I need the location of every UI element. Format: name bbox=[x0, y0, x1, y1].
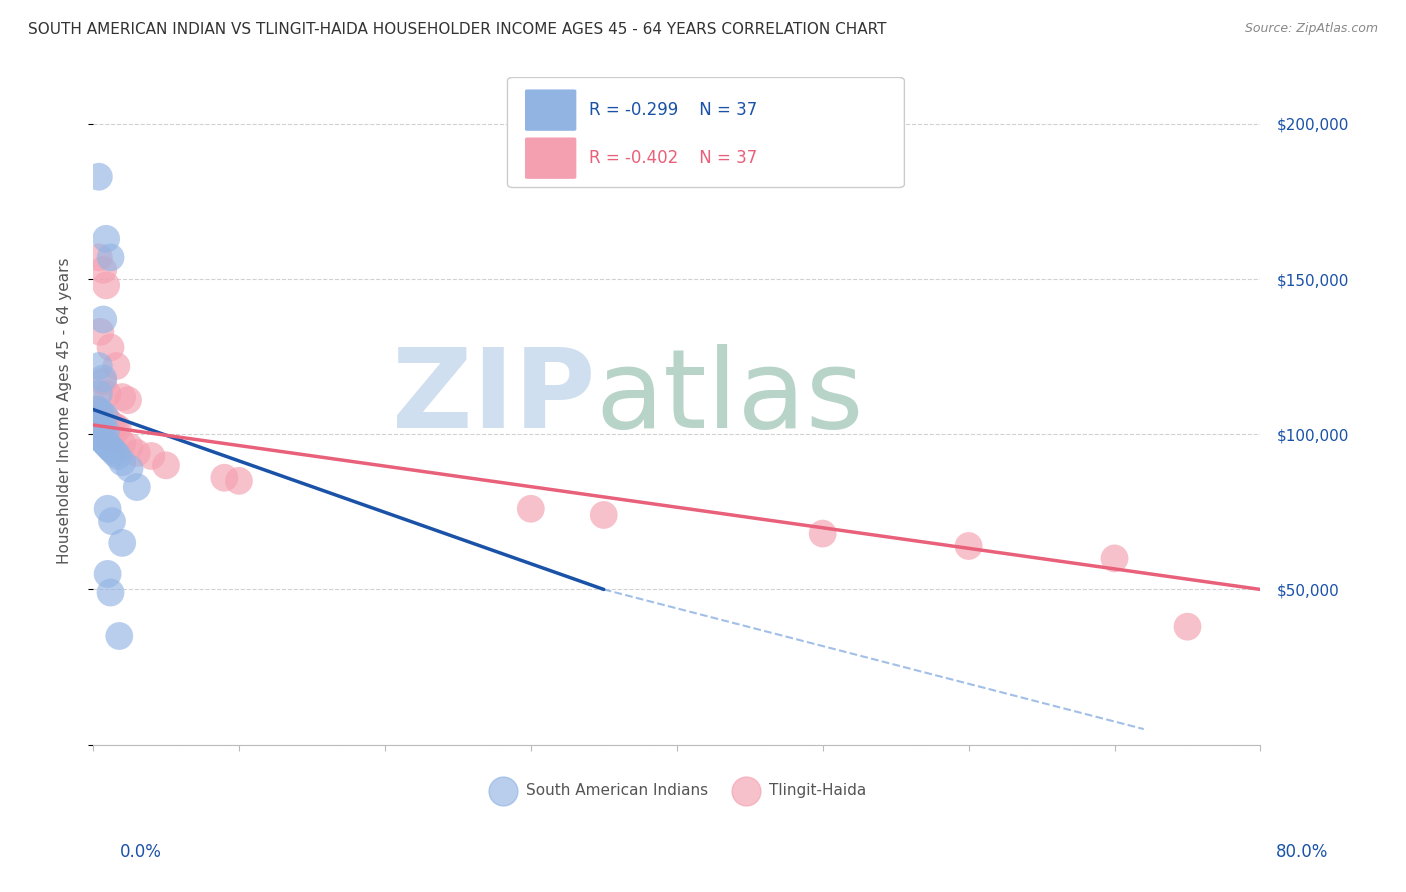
Point bbox=[94, 424, 117, 438]
Point bbox=[87, 359, 110, 373]
Point bbox=[94, 436, 117, 450]
Point bbox=[111, 455, 134, 469]
Point bbox=[89, 425, 111, 440]
Point bbox=[125, 480, 148, 494]
Point bbox=[100, 585, 122, 599]
Point bbox=[87, 169, 110, 184]
Text: atlas: atlas bbox=[595, 344, 863, 451]
Point bbox=[93, 409, 115, 423]
Point bbox=[125, 446, 148, 460]
Point bbox=[97, 501, 120, 516]
Point bbox=[89, 406, 111, 420]
Point bbox=[107, 449, 129, 463]
Point bbox=[90, 432, 112, 446]
Point bbox=[86, 424, 108, 438]
Point bbox=[91, 375, 114, 389]
Point bbox=[141, 449, 163, 463]
Text: R = -0.402    N = 37: R = -0.402 N = 37 bbox=[589, 149, 758, 167]
Point bbox=[111, 536, 134, 550]
Point bbox=[214, 471, 236, 485]
Text: 80.0%: 80.0% bbox=[1277, 843, 1329, 861]
Text: SOUTH AMERICAN INDIAN VS TLINGIT-HAIDA HOUSEHOLDER INCOME AGES 45 - 64 YEARS COR: SOUTH AMERICAN INDIAN VS TLINGIT-HAIDA H… bbox=[28, 22, 887, 37]
Point bbox=[93, 435, 115, 450]
FancyBboxPatch shape bbox=[524, 137, 576, 179]
Point bbox=[97, 387, 120, 401]
Point bbox=[811, 526, 834, 541]
Point bbox=[91, 312, 114, 326]
Point bbox=[101, 432, 124, 446]
Point bbox=[97, 566, 120, 581]
Point bbox=[94, 278, 117, 293]
Point bbox=[91, 262, 114, 277]
Point bbox=[89, 325, 111, 339]
Point bbox=[118, 461, 141, 475]
Point bbox=[91, 371, 114, 385]
Point bbox=[94, 232, 117, 246]
FancyBboxPatch shape bbox=[524, 89, 576, 131]
Point bbox=[98, 440, 121, 454]
Point bbox=[107, 421, 129, 435]
Point bbox=[89, 417, 111, 432]
Point bbox=[111, 390, 134, 404]
Point bbox=[91, 424, 114, 438]
Point bbox=[91, 434, 114, 448]
Point bbox=[100, 442, 122, 456]
Point bbox=[1104, 551, 1126, 566]
Point bbox=[97, 438, 120, 452]
Text: R = -0.299    N = 37: R = -0.299 N = 37 bbox=[589, 101, 758, 120]
Point bbox=[94, 429, 117, 443]
Point bbox=[592, 508, 614, 522]
Point bbox=[228, 474, 250, 488]
Point bbox=[91, 427, 114, 442]
Point bbox=[101, 442, 124, 457]
Point bbox=[957, 539, 980, 553]
Point bbox=[105, 359, 128, 373]
Y-axis label: Householder Income Ages 45 - 64 years: Householder Income Ages 45 - 64 years bbox=[58, 258, 72, 565]
Point bbox=[108, 629, 131, 643]
Legend: South American Indians, Tlingit-Haida: South American Indians, Tlingit-Haida bbox=[481, 776, 872, 804]
Point bbox=[89, 406, 111, 420]
Point bbox=[100, 340, 122, 354]
Point bbox=[86, 427, 108, 442]
Point bbox=[86, 417, 108, 432]
Point bbox=[101, 514, 124, 528]
Point bbox=[87, 429, 110, 443]
Text: ZIP: ZIP bbox=[392, 344, 595, 451]
Point bbox=[91, 409, 114, 423]
FancyBboxPatch shape bbox=[508, 78, 904, 187]
Point bbox=[86, 402, 108, 417]
Point bbox=[104, 446, 127, 460]
Point bbox=[1177, 620, 1199, 634]
Point bbox=[111, 436, 134, 450]
Point bbox=[100, 251, 122, 265]
Point bbox=[155, 458, 177, 473]
Point bbox=[94, 411, 117, 425]
Point bbox=[118, 440, 141, 454]
Point bbox=[86, 402, 108, 417]
Point bbox=[87, 251, 110, 265]
Point bbox=[117, 393, 139, 408]
Point bbox=[89, 430, 111, 444]
Text: Source: ZipAtlas.com: Source: ZipAtlas.com bbox=[1244, 22, 1378, 36]
Text: 0.0%: 0.0% bbox=[120, 843, 162, 861]
Point bbox=[90, 421, 112, 435]
Point bbox=[98, 415, 121, 429]
Point bbox=[101, 417, 124, 432]
Point bbox=[104, 419, 127, 434]
Point bbox=[520, 501, 543, 516]
Point bbox=[98, 430, 121, 444]
Point bbox=[87, 387, 110, 401]
